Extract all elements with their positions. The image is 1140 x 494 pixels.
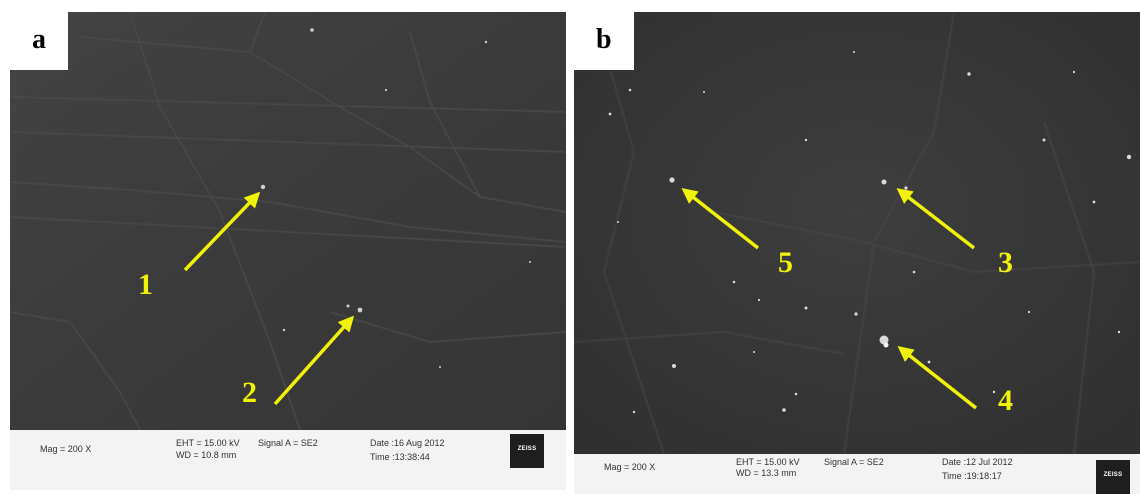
wd-readout: WD = 13.3 mm bbox=[736, 468, 796, 479]
zeiss-logo: ZEISS bbox=[510, 434, 544, 468]
sem-databar-a: Mag = 200 X EHT = 15.00 kV WD = 10.8 mm … bbox=[10, 430, 566, 490]
sem-texture-a bbox=[10, 12, 566, 430]
sem-databar-b: Mag = 200 X EHT = 15.00 kV WD = 13.3 mm … bbox=[574, 454, 1140, 494]
panel-label-a: a bbox=[10, 12, 68, 70]
sem-image-a: 1 2 bbox=[10, 12, 566, 430]
panel-label-b: b bbox=[574, 12, 634, 70]
mag-readout: Mag = 200 X bbox=[40, 444, 91, 455]
wd-readout: WD = 10.8 mm bbox=[176, 450, 236, 461]
time-readout: Time :13:38:44 bbox=[370, 452, 430, 463]
particle-label-1: 1 bbox=[138, 270, 153, 300]
eht-readout: EHT = 15.00 kV bbox=[176, 438, 240, 449]
date-readout: Date :16 Aug 2012 bbox=[370, 438, 445, 449]
particle-label-3: 3 bbox=[998, 248, 1013, 278]
particle-label-5: 5 bbox=[778, 248, 793, 278]
sem-panel-b: 5 3 4 b Mag = 200 X EHT = 15.00 kV WD = … bbox=[574, 12, 1140, 494]
sem-texture-b bbox=[574, 12, 1140, 454]
particle-label-4: 4 bbox=[998, 386, 1013, 416]
zeiss-logo: ZEISS bbox=[1096, 460, 1130, 494]
particle-label-2: 2 bbox=[242, 378, 257, 408]
time-readout: Time :19:18:17 bbox=[942, 471, 1002, 482]
signal-readout: Signal A = SE2 bbox=[258, 438, 318, 449]
eht-readout: EHT = 15.00 kV bbox=[736, 457, 800, 468]
sem-panel-a: 1 2 a Mag = 200 X EHT = 15.00 kV WD = 10… bbox=[10, 12, 566, 490]
date-readout: Date :12 Jul 2012 bbox=[942, 457, 1013, 468]
mag-readout: Mag = 200 X bbox=[604, 462, 655, 473]
sem-image-b: 5 3 4 bbox=[574, 12, 1140, 454]
signal-readout: Signal A = SE2 bbox=[824, 457, 884, 468]
